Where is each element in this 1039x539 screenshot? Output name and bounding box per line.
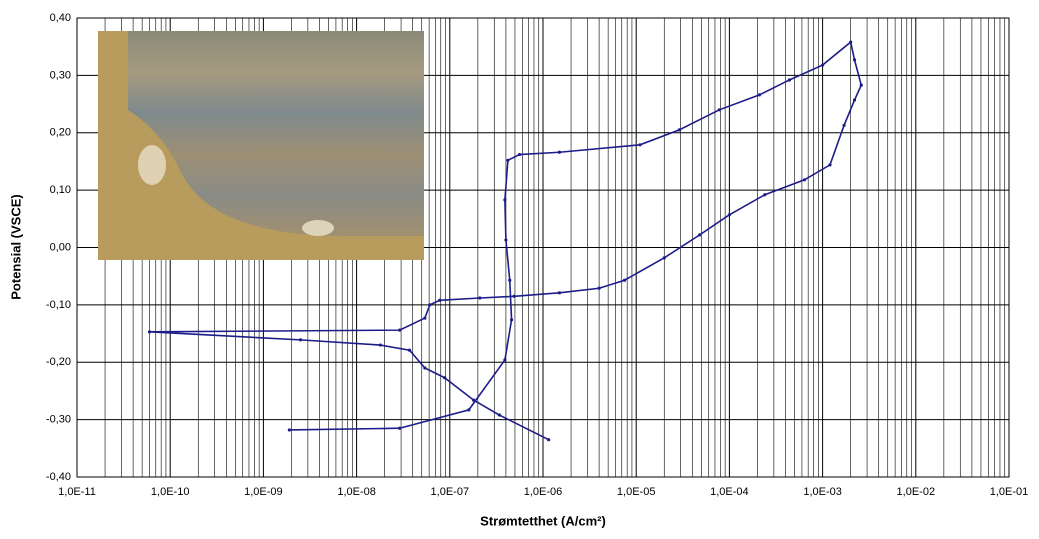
- data-point: [398, 329, 401, 332]
- data-point: [478, 296, 481, 299]
- data-point: [598, 287, 601, 290]
- x-tick-label: 1,0E-02: [897, 486, 936, 498]
- data-point: [788, 78, 791, 81]
- data-point: [821, 63, 824, 66]
- data-point: [508, 279, 511, 282]
- x-tick-label: 1,0E-04: [710, 486, 749, 498]
- data-point: [828, 163, 831, 166]
- data-point: [842, 124, 845, 127]
- data-point: [698, 233, 701, 236]
- data-point: [663, 256, 666, 259]
- x-tick-label: 1,0E-01: [990, 486, 1029, 498]
- data-point: [148, 330, 151, 333]
- data-point: [860, 84, 863, 87]
- data-point: [803, 178, 806, 181]
- y-tick-label: 0,40: [50, 12, 71, 24]
- data-point: [510, 318, 513, 321]
- x-tick-label: 1,0E-07: [431, 486, 470, 498]
- x-tick-label: 1,0E-08: [337, 486, 376, 498]
- chart: Strømtetthet (A/cm²) Potensial (VSCE) -0…: [0, 0, 1039, 539]
- data-point: [623, 279, 626, 282]
- inset-photo: [98, 31, 424, 260]
- data-point: [299, 338, 302, 341]
- data-point: [558, 291, 561, 294]
- data-point: [423, 316, 426, 319]
- x-tick-label: 1,0E-05: [617, 486, 656, 498]
- data-point: [518, 153, 521, 156]
- data-point: [504, 238, 507, 241]
- data-point: [408, 349, 411, 352]
- y-tick-label: -0,20: [46, 356, 71, 368]
- data-point: [438, 299, 441, 302]
- data-point: [853, 98, 856, 101]
- y-tick-label: -0,30: [46, 414, 71, 426]
- data-point: [503, 358, 506, 361]
- data-point: [678, 128, 681, 131]
- y-tick-label: 0,20: [50, 127, 71, 139]
- data-point: [467, 408, 470, 411]
- data-point: [423, 366, 426, 369]
- data-point: [472, 399, 475, 402]
- x-tick-label: 1,0E-09: [244, 486, 283, 498]
- data-point: [547, 438, 550, 441]
- y-axis-title: Potensial (VSCE): [8, 194, 23, 299]
- data-point: [638, 143, 641, 146]
- data-point: [379, 343, 382, 346]
- y-tick-label: -0,40: [46, 471, 71, 483]
- data-point: [443, 376, 446, 379]
- x-tick-label: 1,0E-11: [58, 486, 96, 498]
- data-point: [398, 427, 401, 430]
- data-point: [728, 213, 731, 216]
- y-tick-label: 0,30: [50, 69, 71, 81]
- data-point: [849, 40, 852, 43]
- x-tick-label: 1,0E-06: [524, 486, 563, 498]
- data-point: [513, 295, 516, 298]
- data-point: [718, 108, 721, 111]
- x-tick-label: 1,0E-03: [803, 486, 842, 498]
- y-tick-label: 0,00: [50, 241, 71, 253]
- data-point: [758, 93, 761, 96]
- data-point: [506, 159, 509, 162]
- data-point: [853, 58, 856, 61]
- data-point: [498, 413, 501, 416]
- y-tick-label: -0,10: [46, 299, 71, 311]
- data-point: [428, 303, 431, 306]
- data-point: [288, 428, 291, 431]
- x-tick-label: 1,0E-10: [151, 486, 190, 498]
- y-tick-label: 0,10: [50, 184, 71, 196]
- data-point: [763, 193, 766, 196]
- x-axis-title: Strømtetthet (A/cm²): [480, 513, 606, 528]
- data-point: [503, 198, 506, 201]
- data-point: [558, 151, 561, 154]
